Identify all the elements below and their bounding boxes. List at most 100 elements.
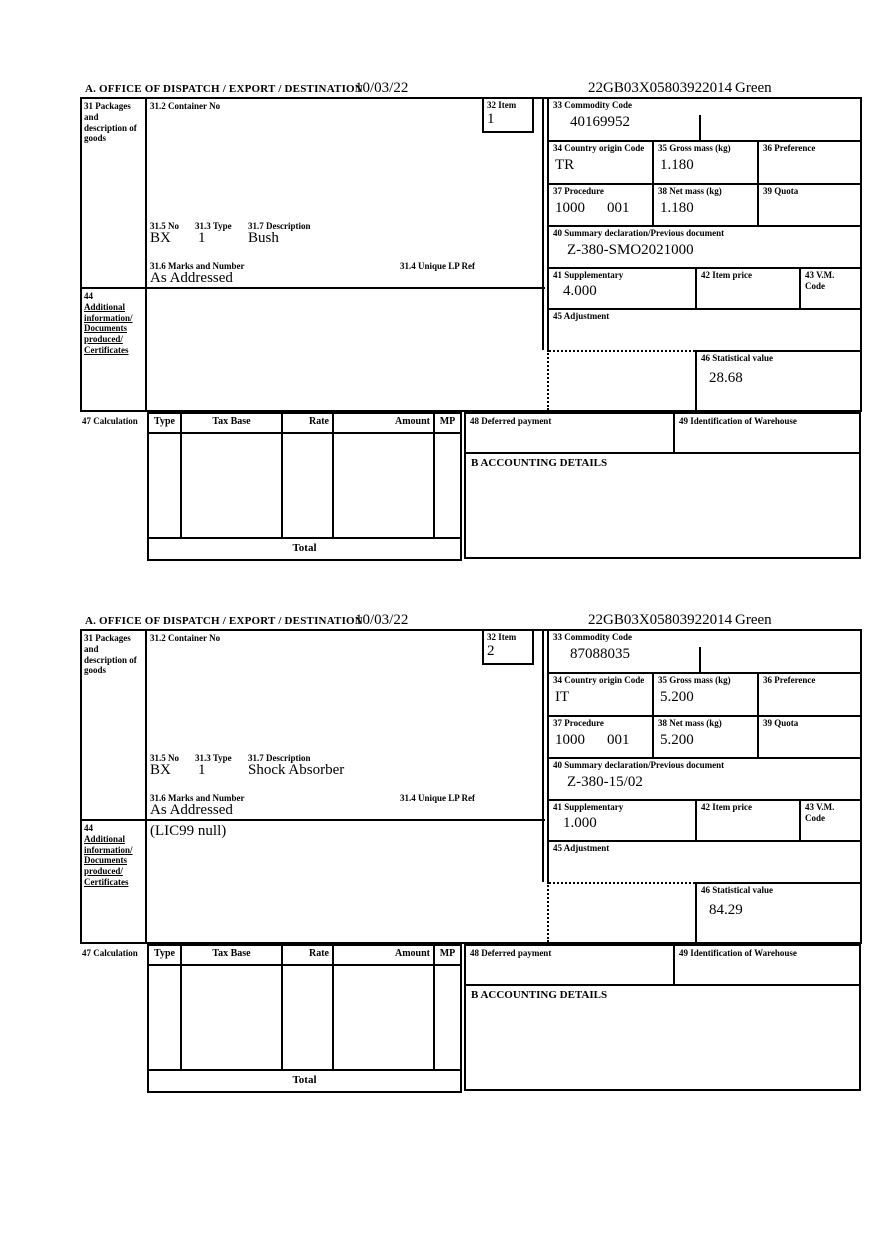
row-48-49: 48 Deferred payment 49 Identification of…	[464, 944, 861, 986]
box40-previous-document: 40 Summary declaration/Previous document…	[547, 225, 860, 267]
calc-cell-rate	[283, 434, 334, 537]
box42-label: 42 Item price	[701, 802, 752, 812]
routing-status: Green	[735, 612, 772, 628]
procedure-value: 1000	[555, 199, 585, 216]
row-46: 46 Statistical value 84.29	[547, 882, 860, 942]
box47-label-cell: 47 Calculation	[82, 948, 140, 959]
previous-document-value: Z-380-15/02	[567, 773, 643, 790]
calc-body-row	[149, 966, 460, 1069]
box48-label: 48 Deferred payment	[470, 416, 552, 426]
box34-country-origin: 34 Country origin Code IT	[549, 674, 652, 715]
box33-commodity-code: 33 Commodity Code 40169952	[547, 99, 860, 140]
box44-line: Documents	[84, 323, 127, 334]
box47-label-cell: 47 Calculation	[82, 416, 140, 427]
calc-cell-type	[149, 966, 182, 1069]
item-number-value: 1	[487, 110, 495, 127]
box45-label: 45 Adjustment	[553, 311, 610, 321]
box44-line: produced/	[84, 866, 123, 877]
row-46: 46 Statistical value 28.68	[547, 350, 860, 410]
box48-deferred-payment: 48 Deferred payment	[466, 414, 673, 452]
box36-label: 36 Preference	[763, 675, 816, 685]
box42-label: 42 Item price	[701, 270, 752, 280]
box44-divider	[82, 287, 545, 289]
country-origin-value: IT	[555, 688, 570, 705]
calc-cell-mp	[435, 966, 460, 1069]
calc-header-rate: Rate	[283, 414, 334, 432]
box40-label: 40 Summary declaration/Previous document	[553, 760, 725, 770]
box47-calculation-table: Type Tax Base Rate Amount MP Total	[147, 412, 462, 561]
right-column: 33 Commodity Code 87088035 34 Country or…	[547, 631, 860, 942]
box39-label: 39 Quota	[763, 186, 799, 196]
row-41-42-43: 41 Supplementary 1.000 42 Item price 43 …	[547, 799, 860, 840]
box34-label: 34 Country origin Code	[553, 143, 645, 153]
marks-and-number-value: As Addressed	[150, 802, 233, 818]
box36-preference: 36 Preference	[757, 674, 860, 715]
box38-net-mass: 38 Net mass (kg) 5.200	[652, 717, 757, 757]
box45-label: 45 Adjustment	[553, 843, 610, 853]
box47-label: 47 Calculation	[82, 948, 138, 958]
box31-label: 31 Packages and description of goods	[84, 633, 137, 676]
box31-4-label: 31.4 Unique LP Ref	[400, 261, 476, 271]
box44-divider	[82, 819, 545, 821]
box40-label: 40 Summary declaration/Previous document	[553, 228, 725, 238]
box31-2-container-no-label: 31.2 Container No	[150, 101, 221, 111]
procedure-value: 1000	[555, 731, 585, 748]
gross-mass-value: 5.200	[660, 688, 694, 705]
office-of-dispatch-label: A. OFFICE OF DISPATCH / EXPORT / DESTINA…	[85, 615, 363, 627]
calc-total-row: Total	[149, 1069, 460, 1091]
declaration-reference: 22GB03X05803922014	[588, 80, 733, 96]
box46-statistical-value: 46 Statistical value 84.29	[695, 882, 860, 942]
box42-item-price: 42 Item price	[695, 269, 799, 308]
commodity-code-value: 40169952	[570, 113, 630, 130]
box31-packages-label-cell: 31 Packages and description of goods	[82, 99, 147, 410]
calc-header-row: Type Tax Base Rate Amount MP	[149, 414, 460, 434]
box31-3-label: 31.3 Type	[195, 753, 232, 763]
box31-2-container-no-label: 31.2 Container No	[150, 633, 221, 643]
supplementary-value: 1.000	[563, 814, 597, 831]
box35-label: 35 Gross mass (kg)	[658, 143, 731, 153]
box36-preference: 36 Preference	[757, 142, 860, 183]
box48-deferred-payment: 48 Deferred payment	[466, 946, 673, 984]
calc-header-tax-base: Tax Base	[182, 946, 283, 964]
box43-vm-code: 43 V.M. Code	[799, 269, 860, 308]
box33-label: 33 Commodity Code	[553, 632, 632, 642]
box47-label: 47 Calculation	[82, 416, 138, 426]
row-34-35-36: 34 Country origin Code TR 35 Gross mass …	[547, 140, 860, 183]
additional-information-value: (LIC99 null)	[150, 823, 227, 839]
accounting-details-box: B ACCOUNTING DETAILS	[464, 986, 861, 1091]
office-of-dispatch-label: A. OFFICE OF DISPATCH / EXPORT / DESTINA…	[85, 83, 363, 95]
box41-supplementary: 41 Supplementary 1.000	[549, 801, 695, 840]
packages-no-value: BX	[150, 762, 171, 778]
procedure-value-2: 001	[607, 199, 630, 216]
box31-6-label: 31.6 Marks and Number	[150, 261, 245, 271]
box37-procedure: 37 Procedure 1000 001	[549, 717, 652, 757]
calc-cell-tax-base	[182, 434, 283, 537]
row-48-49: 48 Deferred payment 49 Identification of…	[464, 412, 861, 454]
box37-label: 37 Procedure	[553, 186, 604, 196]
row-37-38-39: 37 Procedure 1000 001 38 Net mass (kg) 5.…	[547, 715, 860, 757]
declaration-reference: 22GB03X05803922014	[588, 612, 733, 628]
box31-5-label: 31.5 No	[150, 753, 179, 763]
row-41-42-43: 41 Supplementary 4.000 42 Item price 43 …	[547, 267, 860, 308]
box38-net-mass: 38 Net mass (kg) 1.180	[652, 185, 757, 225]
calc-cell-rate	[283, 966, 334, 1069]
calc-header-mp: MP	[439, 948, 456, 959]
box38-label: 38 Net mass (kg)	[658, 186, 722, 196]
calc-cell-mp	[435, 434, 460, 537]
column-divider	[542, 99, 544, 350]
box31-packages-label-cell: 31 Packages and description of goods	[82, 631, 147, 942]
pre-46-dotted-cell	[549, 350, 695, 410]
calc-header-mp: MP	[439, 416, 456, 427]
box40-previous-document: 40 Summary declaration/Previous document…	[547, 757, 860, 799]
box46-label: 46 Statistical value	[701, 353, 773, 363]
box32-label: 32 Item	[487, 632, 517, 642]
commodity-code-divider	[699, 115, 701, 140]
accounting-details-label: B ACCOUNTING DETAILS	[471, 989, 608, 1001]
net-mass-value: 5.200	[660, 731, 694, 748]
statistical-value: 84.29	[709, 901, 743, 918]
box44-line: information/	[84, 844, 133, 855]
calc-cell-type	[149, 434, 182, 537]
box31-7-label: 31.7 Description	[248, 753, 311, 763]
box35-label: 35 Gross mass (kg)	[658, 675, 731, 685]
packages-type-value: 1	[198, 230, 206, 246]
